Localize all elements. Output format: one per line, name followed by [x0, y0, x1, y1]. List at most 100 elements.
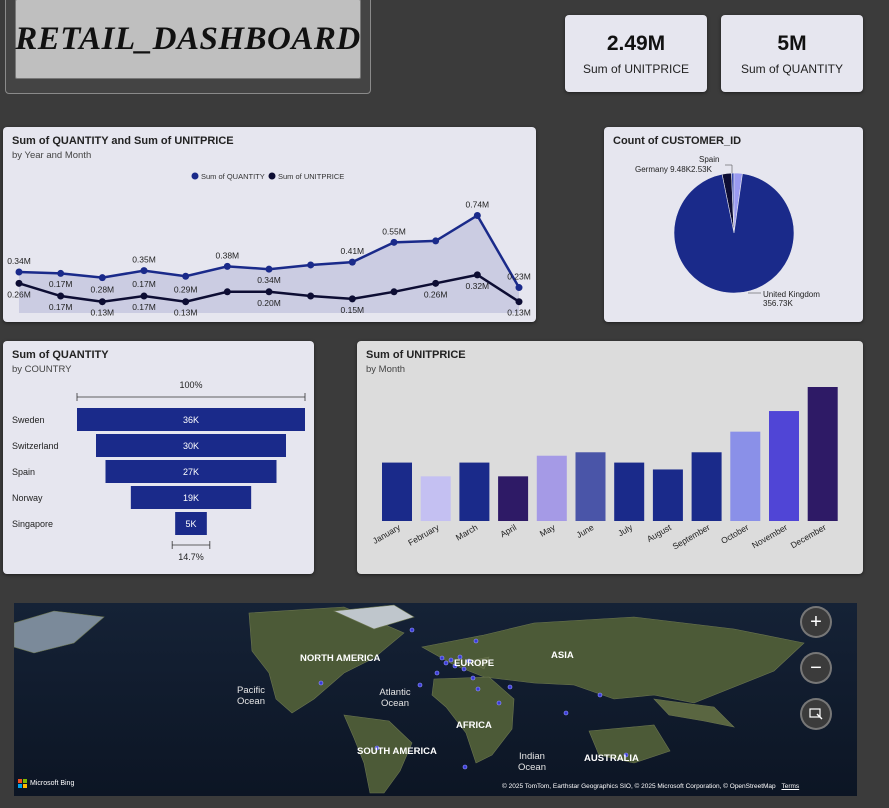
select-button[interactable]	[802, 700, 830, 728]
bar-category-label: June	[575, 522, 596, 540]
bar-category-label: October	[719, 522, 750, 546]
map-canvas[interactable]	[14, 603, 857, 796]
series-point-0	[140, 267, 148, 275]
funnel-chart-subtitle: by COUNTRY	[12, 364, 72, 375]
map-visual[interactable]: NORTH AMERICA EUROPE ASIA Pacific Ocean …	[14, 603, 857, 796]
legend-marker-1	[268, 172, 276, 180]
series-point-0	[57, 269, 65, 277]
series-point-0	[223, 262, 231, 270]
select-icon	[809, 708, 823, 720]
funnel-bar-label: 27K	[183, 467, 199, 477]
map-terms-link[interactable]: Terms	[781, 783, 800, 790]
funnel-bar-label: 5K	[185, 519, 196, 529]
funnel-category-label: Sweden	[12, 415, 45, 425]
pie-chart-card[interactable]: Count of CUSTOMER_ID Spain Germany 9.48K2…	[604, 127, 863, 322]
data-label: 0.41M	[341, 246, 365, 256]
pie-slice-0	[673, 173, 795, 294]
funnel-bar	[175, 512, 207, 535]
data-label: 0.74M	[466, 199, 490, 209]
data-label: 0.38M	[216, 250, 240, 260]
microsoft-logo-icon	[18, 779, 27, 788]
kpi-label: Sum of QUANTITY	[740, 61, 844, 76]
zoom-out-button[interactable]: −	[802, 654, 830, 682]
bar	[498, 476, 529, 521]
funnel-category-label: Norway	[12, 493, 43, 503]
series-point-0	[182, 272, 190, 280]
bar-chart-subtitle: by Month	[366, 364, 406, 375]
bar-category-label: January	[371, 522, 403, 546]
kpi-card-quantity[interactable]: 5M Sum of QUANTITY	[721, 15, 863, 92]
funnel-bar	[77, 408, 305, 431]
series-point-1	[515, 298, 523, 306]
line-chart-title: Sum of QUANTITY and Sum of UNITPRICE	[12, 135, 234, 147]
data-label: 0.20M	[257, 298, 281, 308]
title-frame: RETAIL_DASHBOARD	[5, 0, 371, 94]
map-label-africa: AFRICA	[456, 720, 492, 731]
line-chart[interactable]: Sum of QUANTITY Sum of UNITPRICE 0.34M 0.35…	[3, 127, 536, 322]
funnel-bar-label: 19K	[183, 493, 199, 503]
series-point-1	[182, 298, 190, 306]
bar	[652, 469, 683, 521]
funnel-top-pct: 100%	[179, 380, 202, 390]
legend-marker-0	[191, 172, 199, 180]
bar-category-label: February	[406, 522, 441, 548]
bar-category-label: April	[498, 522, 518, 539]
data-label: 0.35M	[132, 255, 156, 265]
series-point-0	[98, 274, 106, 282]
map-attribution-text: © 2025 TomTom, Earthstar Geographics SIO…	[502, 783, 776, 790]
series-point-0	[515, 284, 523, 292]
map-label-atlantic: Atlantic Ocean	[379, 687, 411, 709]
bar	[807, 387, 838, 521]
data-label: 0.32M	[466, 281, 490, 291]
series-point-0	[15, 268, 23, 276]
funnel-category-label: Spain	[12, 467, 35, 477]
map-landmass	[14, 604, 805, 794]
zoom-out-icon: −	[810, 656, 822, 679]
funnel-bar	[130, 486, 252, 509]
bar	[420, 476, 451, 521]
map-label-asia: ASIA	[551, 650, 574, 661]
data-label: 0.55M	[382, 226, 406, 236]
series-point-1	[15, 279, 23, 287]
series-point-1	[390, 288, 398, 296]
data-label: 0.34M	[7, 256, 31, 266]
funnel-chart-title: Sum of QUANTITY	[12, 349, 109, 361]
funnel-chart[interactable]: 100% 36K Sweden 30K Switzerland 27K Spain 19K No…	[3, 341, 314, 574]
series-point-1	[57, 292, 65, 300]
bar-category-label: November	[750, 522, 789, 550]
zoom-in-button[interactable]: +	[802, 608, 830, 636]
funnel-category-label: Switzerland	[12, 441, 59, 451]
bar-chart[interactable]: January February March April May June July Augu…	[357, 341, 863, 574]
bing-brand: Microsoft Bing	[30, 780, 75, 787]
data-label: 0.17M	[132, 302, 156, 312]
data-label: 0.26M	[424, 289, 448, 299]
dashboard-title: RETAIL_DASHBOARD	[15, 20, 361, 57]
data-label: 0.13M	[507, 308, 531, 318]
map-attribution: © 2025 TomTom, Earthstar Geographics SIO…	[502, 783, 799, 790]
funnel-category-label: Singapore	[12, 519, 53, 529]
line-chart-card[interactable]: Sum of QUANTITY and Sum of UNITPRICE by …	[3, 127, 536, 322]
data-label: 0.29M	[174, 285, 198, 295]
funnel-chart-card[interactable]: Sum of QUANTITY by COUNTRY 100% 36K Sweden…	[3, 341, 314, 574]
data-label: 0.17M	[132, 279, 156, 289]
map-label-australia: AUSTRALIA	[584, 753, 639, 764]
kpi-label: Sum of UNITPRICE	[582, 61, 690, 76]
bar-chart-card[interactable]: Sum of UNITPRICE by Month January Februar…	[357, 341, 863, 574]
data-label: 0.15M	[341, 305, 365, 315]
data-label: 0.34M	[257, 275, 281, 285]
bar	[382, 462, 412, 521]
bar-category-label: March	[454, 522, 480, 543]
bar	[536, 455, 567, 521]
series-point-1	[98, 298, 106, 306]
kpi-value: 2.49M	[606, 31, 666, 55]
bar	[614, 462, 645, 521]
funnel-bar	[96, 434, 286, 457]
bar-category-label: July	[616, 522, 635, 539]
bar	[730, 431, 761, 521]
kpi-value: 5M	[777, 31, 807, 55]
bar	[575, 452, 606, 521]
series-point-1	[140, 292, 148, 300]
kpi-card-unitprice[interactable]: 2.49M Sum of UNITPRICE	[565, 15, 707, 92]
data-label: 0.13M	[174, 308, 198, 318]
